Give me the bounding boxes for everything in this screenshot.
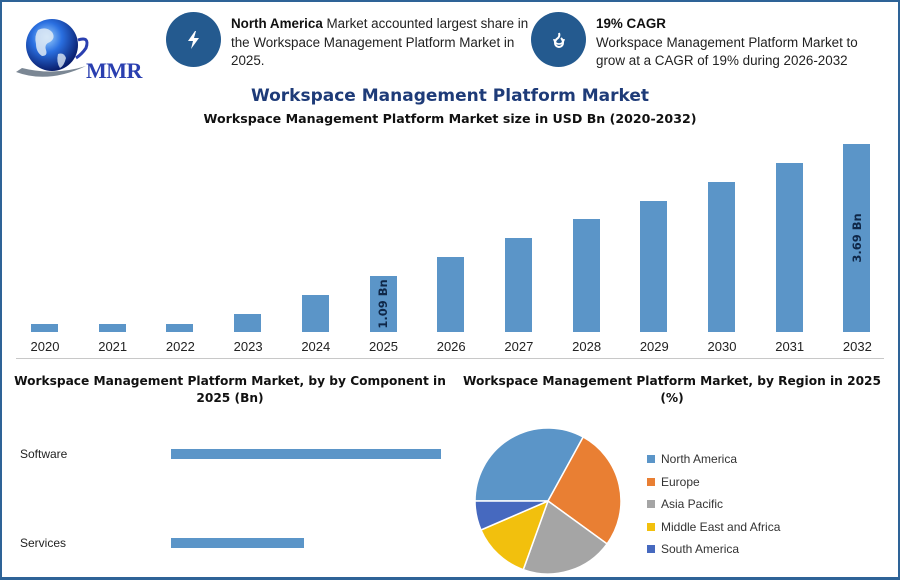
x-tick-label: 2023 [233, 339, 263, 354]
bar-chart-title: Workspace Management Platform Market siz… [203, 111, 697, 126]
legend-label: Europe [661, 474, 700, 489]
info-card-body: Workspace Management Platform Market to … [596, 34, 858, 69]
bar-2029 [640, 201, 668, 332]
info-card-bold: North America [231, 16, 323, 31]
x-tick-label: 2032 [842, 339, 872, 354]
legend-item: Europe [647, 471, 780, 494]
legend-label: North America [661, 452, 738, 467]
region-pie-chart [474, 427, 622, 575]
legend-swatch [647, 522, 655, 531]
component-label-services: Services [20, 536, 67, 550]
legend-item: South America [647, 538, 780, 561]
legend-label: Asia Pacific [661, 497, 724, 512]
x-tick-label: 2029 [639, 339, 669, 354]
info-card-bold: 19% CAGR [596, 16, 666, 31]
pie-slice-asia-pacific [522, 499, 609, 575]
legend-swatch [647, 455, 655, 464]
pie-slice-south-america [474, 500, 549, 531]
bar-2028 [572, 219, 600, 332]
legend-item: Middle East and Africa [647, 516, 780, 539]
pie-slice-middle-east-and-africa [480, 499, 550, 571]
x-tick-label: 2022 [165, 339, 195, 354]
region-legend: North America Europe Asia Pacific Middle Ea… [647, 448, 780, 561]
legend-label: South America [661, 542, 740, 557]
market-size-bar-chart: 1.09 Bn 3.69 Bn 2020 2021 2022 2023 2024 2025 2… [0, 130, 900, 360]
bar-value-label: 1.09 Bn [376, 279, 390, 329]
bars-area: 1.09 Bn 3.69 Bn [0, 130, 900, 332]
pie-slice-north-america [474, 427, 585, 502]
info-card-text: North America Market accounted largest s… [231, 15, 531, 71]
region-chart-title: Workspace Management Platform Market, by… [462, 373, 882, 407]
bar-2027 [504, 238, 532, 332]
x-tick-label: 2024 [301, 339, 331, 354]
x-tick-label: 2027 [504, 339, 534, 354]
component-chart-title: Workspace Management Platform Market, by… [10, 373, 450, 407]
x-tick-label: 2021 [98, 339, 128, 354]
bar-2020 [31, 324, 58, 332]
bar-2031 [775, 163, 803, 332]
bar-2030 [708, 182, 735, 332]
component-title-line1: Workspace Management Platform Market, by… [14, 374, 446, 388]
x-tick-label: 2028 [572, 339, 602, 354]
x-tick-label: 2026 [436, 339, 466, 354]
bar-2021 [98, 324, 126, 332]
x-tick-label: 2030 [707, 339, 737, 354]
legend-swatch [647, 477, 655, 486]
info-card-body: Market accounted largest share in the Wo… [231, 16, 529, 68]
bar-value-label: 3.69 Bn [849, 213, 864, 263]
legend-item: Asia Pacific [647, 493, 780, 516]
component-label-software: Software [20, 447, 68, 461]
bar-2032: 3.69 Bn [843, 144, 871, 332]
lightning-bolt-icon [166, 12, 221, 67]
globe-icon [16, 19, 89, 77]
bar-2026 [437, 257, 465, 332]
bar-2025: 1.09 Bn [369, 276, 397, 332]
x-tick-label: 2025 [369, 339, 398, 354]
component-title-line2: 2025 (Bn) [196, 391, 264, 405]
info-card-region: North America Market accounted largest s… [166, 12, 531, 71]
component-bar-software [171, 449, 441, 459]
bar-2022 [166, 324, 194, 332]
component-bar-services [171, 538, 304, 548]
logo-text: MMR [86, 58, 142, 83]
mmr-logo: MMR [8, 10, 148, 85]
info-card-cagr: 19% CAGR Workspace Management Platform M… [531, 12, 886, 71]
flame-drop-icon [531, 12, 586, 67]
bar-2024 [301, 295, 329, 332]
x-tick-label: 2020 [30, 339, 60, 354]
legend-swatch [647, 500, 655, 509]
legend-label: Middle East and Africa [661, 519, 781, 534]
x-tick-label: 2031 [775, 339, 805, 354]
info-card-text: 19% CAGR Workspace Management Platform M… [596, 15, 886, 71]
bar-2023 [234, 314, 262, 332]
legend-swatch [647, 545, 655, 554]
region-title-line1: Workspace Management Platform Market, by… [462, 374, 882, 388]
legend-item: North America [647, 448, 780, 471]
main-title: Workspace Management Platform Market [250, 86, 650, 106]
region-title-line2: (%) [660, 391, 684, 405]
axis-separator [16, 358, 884, 359]
pie-slice-europe [547, 436, 622, 545]
